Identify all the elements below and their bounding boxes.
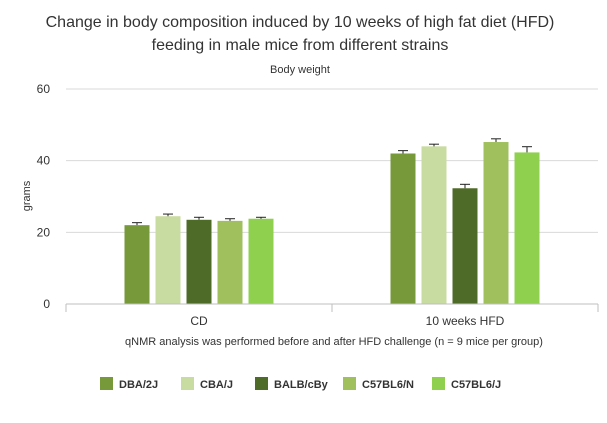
chart-subtitle: Body weight — [270, 64, 330, 76]
legend-swatch — [432, 377, 445, 390]
bar — [186, 219, 212, 304]
chart-title-line-1: Change in body composition induced by 10… — [46, 14, 555, 31]
legend-label: C57BL6/N — [362, 379, 414, 391]
x-axis-label: qNMR analysis was performed before and a… — [125, 336, 543, 348]
x-category-label: CD — [190, 314, 208, 328]
chart-title: Change in body composition induced by 10… — [46, 14, 555, 54]
legend-label: CBA/J — [200, 379, 233, 391]
legend-label: C57BL6/J — [451, 379, 501, 391]
x-axis-categories: CD 10 weeks HFD — [190, 314, 504, 328]
bar — [248, 218, 274, 304]
bar — [452, 188, 478, 304]
legend-label: DBA/2J — [119, 379, 158, 391]
y-axis-ticks: 0 20 40 60 — [37, 82, 51, 311]
bar — [483, 142, 509, 304]
y-tick-label: 60 — [37, 82, 51, 96]
bar — [217, 220, 243, 304]
y-axis-label: grams — [21, 180, 33, 211]
legend: DBA/2J CBA/J BALB/cBy C57BL6/N C57BL6/J — [100, 377, 501, 391]
gridlines — [66, 88, 598, 233]
bar — [124, 225, 150, 304]
legend-swatch — [255, 377, 268, 390]
y-tick-label: 40 — [37, 154, 51, 168]
y-tick-label: 20 — [37, 225, 51, 239]
bars — [124, 138, 540, 304]
x-axis — [65, 303, 599, 312]
bar — [514, 152, 540, 304]
legend-swatch — [343, 377, 356, 390]
bar — [155, 216, 181, 304]
legend-swatch — [181, 377, 194, 390]
y-tick-label: 0 — [43, 297, 50, 311]
x-category-label: 10 weeks HFD — [426, 314, 505, 328]
legend-label: BALB/cBy — [274, 379, 329, 391]
legend-swatch — [100, 377, 113, 390]
chart-title-line-2: feeding in male mice from different stra… — [152, 37, 449, 54]
bar — [390, 153, 416, 304]
bar — [421, 146, 447, 304]
